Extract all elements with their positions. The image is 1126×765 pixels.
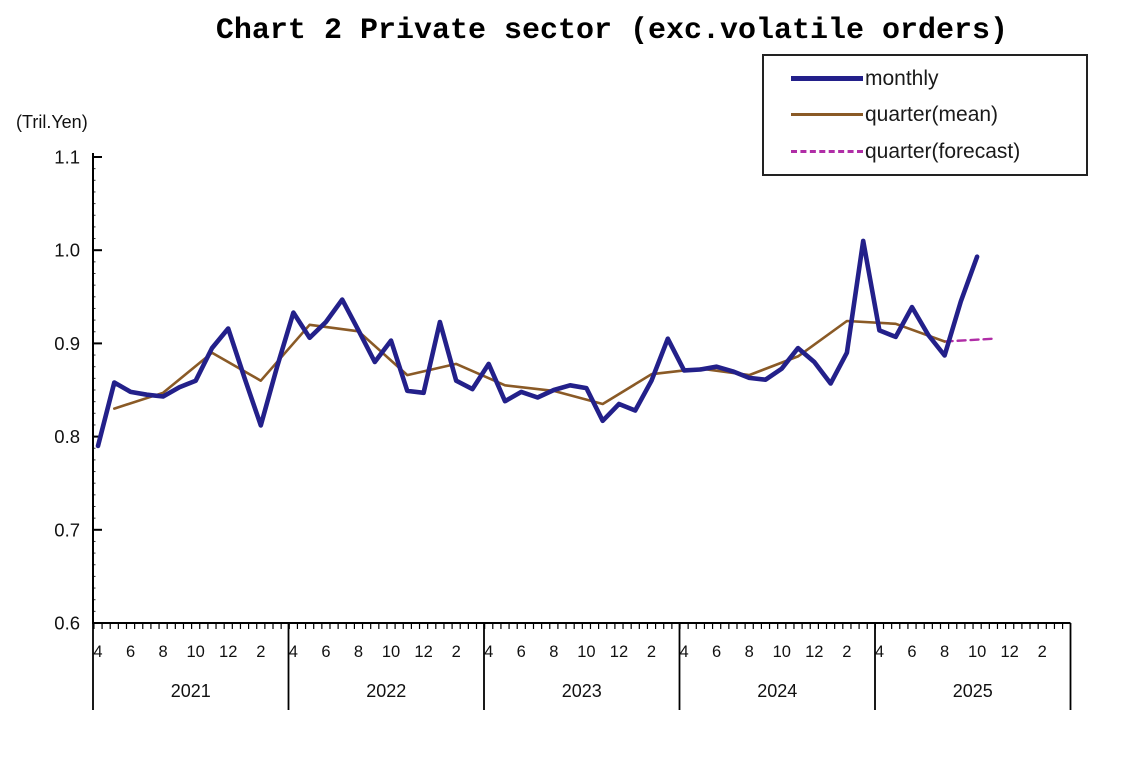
- series-line-monthly: [95, 238, 980, 449]
- y-tick-label: 1.1: [54, 147, 80, 168]
- x-year-label: 2022: [366, 681, 406, 701]
- x-month-label: 4: [93, 643, 102, 661]
- y-tick-label: 0.8: [54, 426, 80, 447]
- x-month-label: 12: [805, 643, 823, 661]
- x-month-label: 10: [382, 643, 400, 661]
- x-month-label: 12: [610, 643, 628, 661]
- x-month-label: 10: [968, 643, 986, 661]
- x-month-label: 4: [875, 643, 884, 661]
- x-month-label: 10: [187, 643, 205, 661]
- legend-label: quarter(mean): [865, 103, 999, 127]
- x-month-label: 12: [1001, 643, 1019, 661]
- legend-item-quarter-mean: quarter(mean): [764, 104, 1086, 125]
- x-month-label: 2: [1038, 643, 1047, 661]
- legend-label: monthly: [865, 66, 939, 90]
- monthly-line-sample-icon: [791, 75, 863, 81]
- x-month-label: 6: [126, 643, 135, 661]
- x-month-label: 6: [321, 643, 330, 661]
- x-year-label: 2024: [757, 681, 797, 701]
- legend-item-quarter-forecast: quarter(forecast): [764, 141, 1086, 162]
- x-month-label: 8: [940, 643, 949, 661]
- x-month-label: 4: [679, 643, 688, 661]
- x-month-label: 2: [647, 643, 656, 661]
- x-month-label: 10: [773, 643, 791, 661]
- x-month-label: 2: [256, 643, 265, 661]
- legend-item-monthly: monthly: [764, 68, 1086, 89]
- x-month-label: 8: [354, 643, 363, 661]
- x-month-label: 8: [159, 643, 168, 661]
- x-month-label: 10: [577, 643, 595, 661]
- quarter-mean-line-sample-icon: [791, 113, 863, 117]
- x-month-label: 6: [712, 643, 721, 661]
- quarter-forecast-line-sample-icon: [791, 150, 863, 154]
- x-month-label: 8: [745, 643, 754, 661]
- x-year-label: 2023: [562, 681, 602, 701]
- x-month-label: 4: [289, 643, 298, 661]
- x-month-label: 2: [452, 643, 461, 661]
- x-month-label: 2: [842, 643, 851, 661]
- x-month-label: 8: [549, 643, 558, 661]
- x-month-label: 6: [907, 643, 916, 661]
- y-tick-label: 0.7: [54, 519, 80, 540]
- y-tick-label: 1.0: [54, 240, 80, 261]
- y-tick-label: 0.6: [54, 613, 80, 634]
- x-month-label: 12: [219, 643, 237, 661]
- legend-label: quarter(forecast): [865, 140, 1021, 164]
- legend-box: monthly quarter(mean) quarter(forecast): [762, 54, 1088, 176]
- x-year-label: 2025: [953, 681, 993, 701]
- y-axis-unit-label: (Tril.Yen): [16, 112, 88, 132]
- y-tick-label: 0.9: [54, 333, 80, 354]
- series-line-quarter-forecast-: [943, 337, 995, 343]
- x-year-label: 2021: [171, 681, 211, 701]
- x-month-label: 4: [484, 643, 493, 661]
- series-line-quarter-mean-: [113, 319, 946, 410]
- x-month-label: 6: [517, 643, 526, 661]
- x-month-label: 12: [414, 643, 432, 661]
- chart-title: Chart 2 Private sector (exc.volatile ord…: [215, 14, 1009, 48]
